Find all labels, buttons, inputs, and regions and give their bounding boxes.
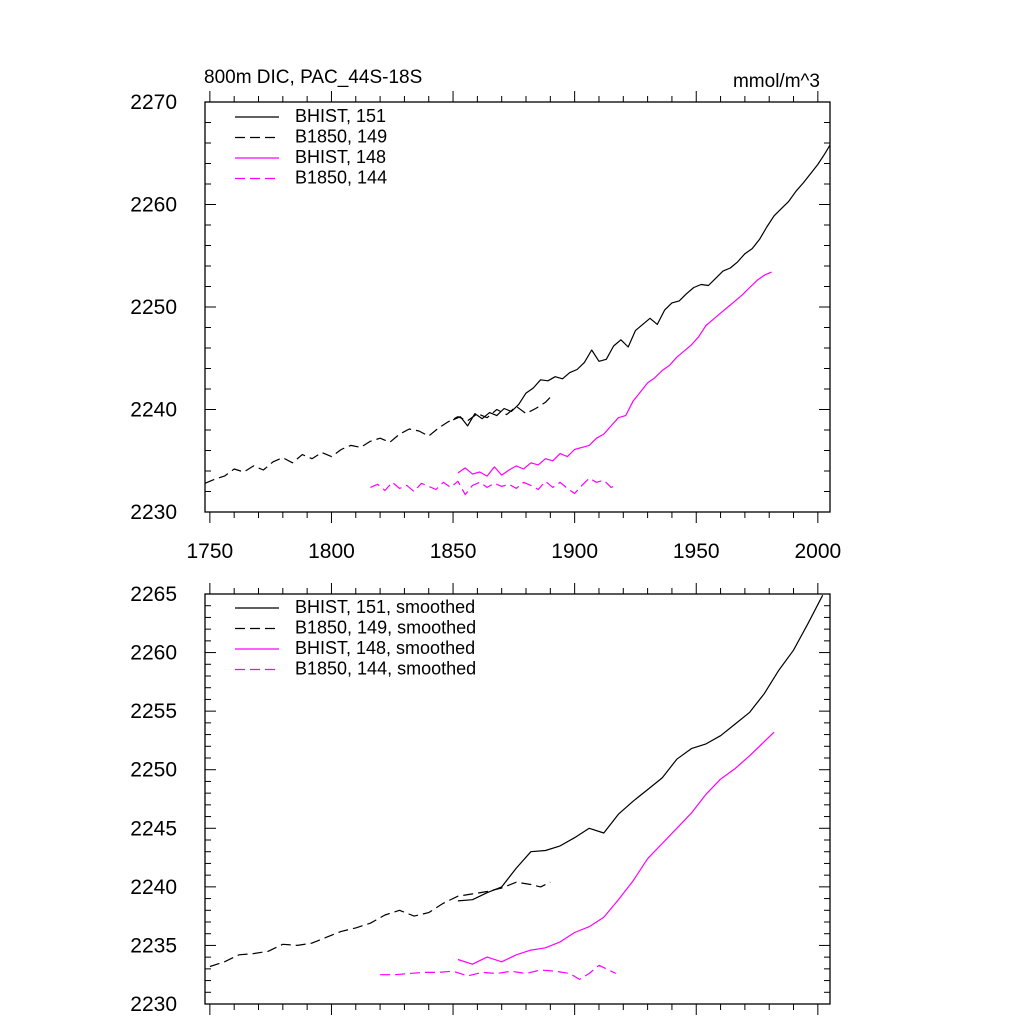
bottom-panel: 2230 2235 2240 2245 2250 2255 2260 2265 BHIST, … (130, 583, 831, 1016)
series-line-1 (457, 594, 824, 902)
y-tick-label: 2230 (130, 993, 177, 1016)
y-tick-label: 2250 (130, 759, 177, 782)
series-line-3 (457, 731, 775, 965)
series-line-4 (370, 477, 617, 496)
y-tick-label: 2240 (130, 876, 177, 899)
y-tick-label: 2235 (130, 934, 177, 957)
x-tick-label: 1800 (308, 540, 355, 563)
top-panel: 800m DIC, PAC_44S-18S mmol/m^3 1750 1800 1… (130, 67, 841, 563)
series-line-2 (209, 881, 551, 968)
legend-label: BHIST, 148, smoothed (295, 638, 475, 658)
legend-label: BHIST, 151, smoothed (295, 597, 475, 617)
series-line-4 (380, 964, 617, 981)
y-tick-label: 2245 (130, 817, 177, 840)
series-line-3 (457, 271, 772, 477)
y-tick-label: 2260 (130, 194, 177, 217)
x-tick-label: 1900 (551, 540, 598, 563)
y-tick-label: 2260 (130, 642, 177, 665)
legend-label: B1850, 149, smoothed (295, 618, 476, 638)
y-tick-label: 2250 (130, 296, 177, 319)
y-tick-label: 2230 (130, 501, 177, 524)
x-tick-label: 2000 (794, 540, 841, 563)
y-tick-label: 2240 (130, 399, 177, 422)
top-plot-area: 1750 1800 1850 1900 1950 2000 2230 2240 2250 2260… (130, 91, 841, 563)
legend-label: BHIST, 151 (295, 106, 386, 126)
y-tick-label: 2255 (130, 700, 177, 723)
x-tick-label: 1850 (430, 540, 477, 563)
y-tick-label: 2270 (130, 91, 177, 114)
series-line-2 (204, 396, 551, 484)
y-tick-label: 2265 (130, 583, 177, 606)
legend-label: BHIST, 148 (295, 147, 386, 167)
bottom-plot-area: 2230 2235 2240 2245 2250 2255 2260 2265 (130, 583, 831, 1016)
plot-frame (204, 593, 831, 1005)
legend-label: B1850, 144, smoothed (295, 659, 476, 679)
units-label: mmol/m^3 (733, 71, 820, 92)
x-tick-label: 1950 (673, 540, 720, 563)
x-tick-label: 1750 (187, 540, 234, 563)
legend-label: B1850, 144 (295, 168, 387, 188)
chart-title: 800m DIC, PAC_44S-18S (204, 67, 422, 88)
series-line-1 (452, 144, 831, 427)
legend-label: B1850, 149 (295, 127, 387, 147)
